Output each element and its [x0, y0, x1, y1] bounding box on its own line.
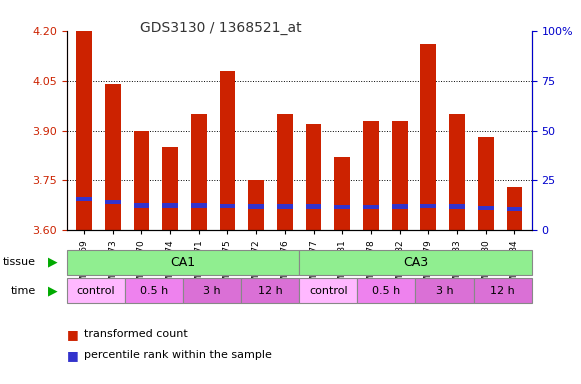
- Bar: [421, 44, 436, 230]
- Bar: [191, 114, 207, 230]
- Text: 12 h: 12 h: [490, 286, 515, 296]
- Bar: [67, 250, 299, 275]
- Bar: [162, 147, 178, 230]
- Bar: [334, 205, 350, 209]
- Bar: [162, 203, 178, 208]
- Bar: [334, 157, 350, 230]
- Text: ■: ■: [67, 349, 78, 362]
- Bar: [76, 31, 92, 230]
- Bar: [478, 137, 494, 230]
- Text: control: control: [77, 286, 115, 296]
- Bar: [191, 203, 207, 208]
- Bar: [277, 114, 293, 230]
- Bar: [363, 121, 379, 230]
- Text: 12 h: 12 h: [258, 286, 282, 296]
- Bar: [357, 278, 415, 303]
- Text: CA3: CA3: [403, 256, 428, 268]
- Bar: [125, 278, 183, 303]
- Bar: [299, 278, 357, 303]
- Bar: [134, 131, 149, 230]
- Bar: [105, 200, 121, 204]
- Text: percentile rank within the sample: percentile rank within the sample: [84, 350, 272, 360]
- Bar: [241, 278, 299, 303]
- Bar: [392, 204, 407, 209]
- Bar: [449, 114, 465, 230]
- Text: ▶: ▶: [48, 284, 58, 297]
- Bar: [277, 204, 293, 209]
- Bar: [449, 204, 465, 209]
- Bar: [478, 205, 494, 210]
- Bar: [363, 205, 379, 209]
- Bar: [183, 278, 241, 303]
- Bar: [248, 180, 264, 230]
- Bar: [134, 203, 149, 208]
- Bar: [507, 187, 522, 230]
- Bar: [76, 197, 92, 201]
- Text: CA1: CA1: [170, 256, 196, 268]
- Bar: [299, 250, 532, 275]
- Text: 0.5 h: 0.5 h: [140, 286, 168, 296]
- Text: 0.5 h: 0.5 h: [372, 286, 400, 296]
- Text: 3 h: 3 h: [436, 286, 453, 296]
- Text: ■: ■: [67, 328, 78, 341]
- Bar: [220, 204, 235, 208]
- Text: ▶: ▶: [48, 255, 58, 268]
- Text: GDS3130 / 1368521_at: GDS3130 / 1368521_at: [140, 21, 302, 35]
- Bar: [474, 278, 532, 303]
- Bar: [421, 204, 436, 208]
- Bar: [248, 204, 264, 209]
- Bar: [415, 278, 474, 303]
- Bar: [220, 71, 235, 230]
- Text: transformed count: transformed count: [84, 329, 188, 339]
- Bar: [507, 207, 522, 211]
- Bar: [392, 121, 407, 230]
- Text: time: time: [10, 286, 35, 296]
- Bar: [306, 204, 321, 209]
- Text: tissue: tissue: [3, 257, 36, 267]
- Text: control: control: [309, 286, 347, 296]
- Text: 3 h: 3 h: [203, 286, 221, 296]
- Bar: [105, 84, 121, 230]
- Bar: [67, 278, 125, 303]
- Bar: [306, 124, 321, 230]
